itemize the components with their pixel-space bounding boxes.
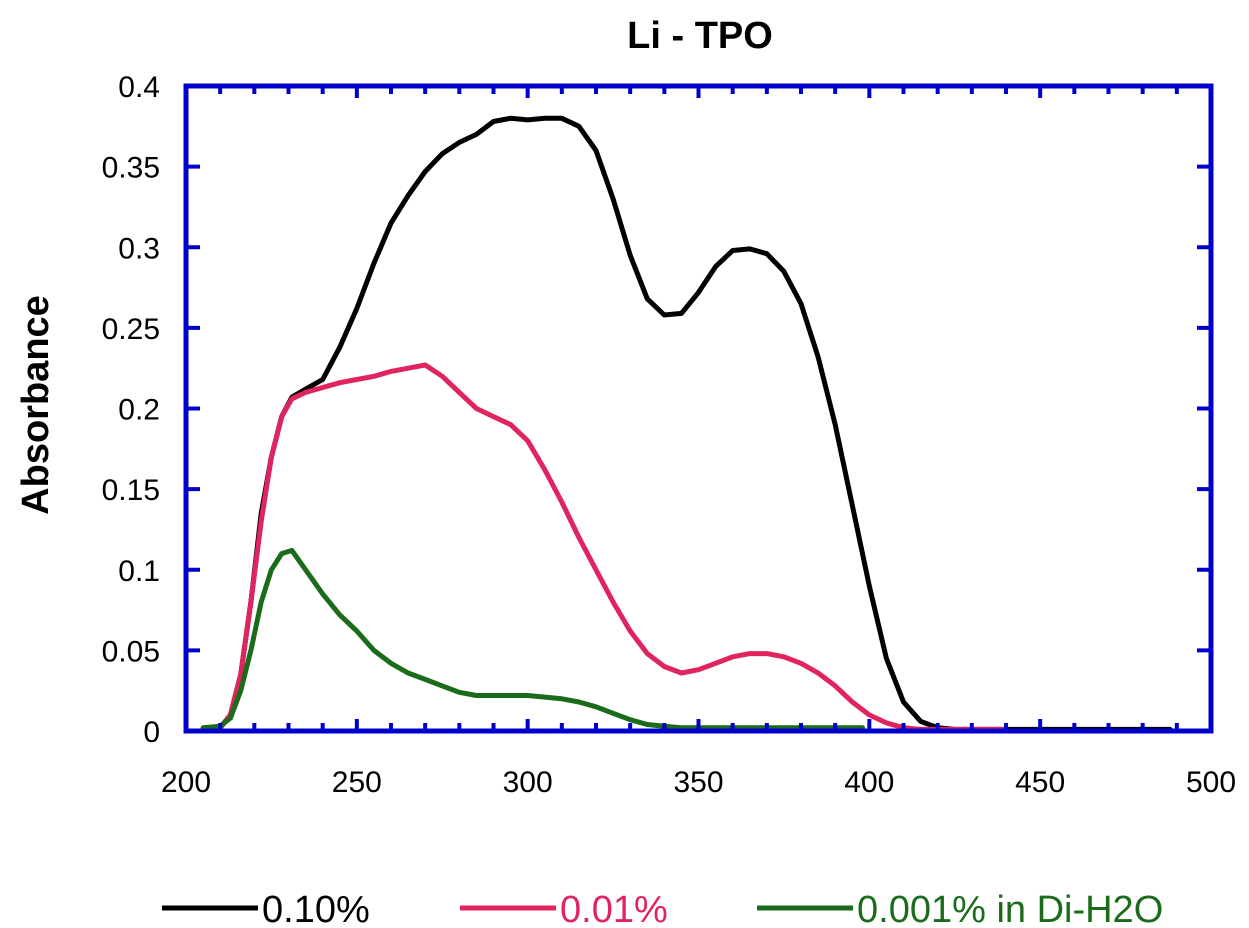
x-tick-label: 450 [1015,766,1065,799]
x-tick-label: 250 [332,766,382,799]
plot-frame [183,83,1214,734]
series-layer [200,115,1173,732]
y-tick-label: 0.1 [118,555,160,588]
legend-label: 0.001% in Di-H2O [857,889,1163,928]
legend-item: 0.01% [460,889,668,928]
y-tick-label: 0.15 [102,474,160,507]
x-tick-label: 400 [844,766,894,799]
series-line-2 [217,362,1009,732]
tick-labels: 200 250 300 350 400 450 500 0 0.05 0.1 0.15 0.2 0.25… [102,71,1236,799]
y-tick-label: 0.25 [102,313,160,346]
chart-title: Li - TPO [627,15,773,57]
y-tick-label: 0.2 [118,394,160,427]
y-tick-label: 0 [143,716,160,749]
y-tick-label: 0.3 [118,232,160,265]
legend-item: 0.001% in Di-H2O [757,889,1163,928]
y-tick-label: 0.4 [118,71,160,104]
x-tick-label: 300 [503,766,553,799]
legend-label: 0.01% [560,889,668,928]
y-tick-label: 0.35 [102,152,160,185]
legend-label: 0.10% [262,889,370,928]
plot-border [183,83,1214,734]
y-tick-label: 0.05 [102,635,160,668]
x-tick-label: 200 [161,766,211,799]
legend-item: 0.10% [162,889,370,928]
series-line-3 [200,547,865,731]
series-line-1 [217,115,1173,732]
x-tick-label: 500 [1186,766,1236,799]
legend: 0.10% 0.01% 0.001% in Di-H2O [162,889,1163,928]
y-axis-label: Absorbance [15,295,57,515]
x-tick-label: 350 [673,766,723,799]
